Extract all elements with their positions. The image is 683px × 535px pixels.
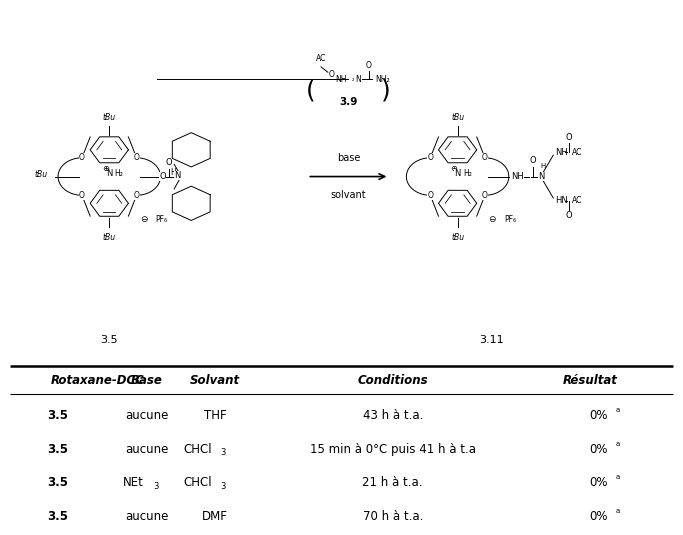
Text: N: N [174,171,181,180]
Text: O: O [79,154,85,162]
Text: 3: 3 [221,448,226,457]
Text: Conditions: Conditions [357,374,428,387]
Text: 3.5: 3.5 [48,409,68,422]
Text: ⊕: ⊕ [451,164,458,173]
Text: CHCl: CHCl [183,476,212,490]
Text: H: H [540,163,546,169]
Text: 0%: 0% [589,476,608,490]
Text: O: O [79,191,85,200]
Text: HN: HN [555,196,568,205]
Text: O: O [482,154,488,162]
Text: PF₆: PF₆ [156,215,168,224]
Text: 3.9: 3.9 [339,97,357,106]
Text: NH: NH [511,172,524,181]
Text: O: O [159,172,166,181]
Text: aucune: aucune [125,409,169,422]
Text: NH: NH [555,148,568,157]
Text: N: N [356,75,361,83]
Text: PF₆: PF₆ [504,215,516,224]
Text: Rotaxane-DCC: Rotaxane-DCC [51,374,145,387]
Text: a: a [615,441,619,447]
Text: 3: 3 [153,482,158,491]
Text: 0%: 0% [589,510,608,523]
Text: aucune: aucune [125,510,169,523]
Text: 3: 3 [221,482,226,491]
Text: O: O [329,71,334,79]
Text: aucune: aucune [125,442,169,456]
Text: THF: THF [204,409,227,422]
Text: solvant: solvant [331,190,366,200]
Text: H: H [170,168,176,177]
Text: base: base [337,153,360,163]
Text: 70 h à t.a.: 70 h à t.a. [363,510,423,523]
Text: 15 min à 0°C puis 41 h à t.a: 15 min à 0°C puis 41 h à t.a [309,442,476,456]
Text: Solvant: Solvant [190,374,240,387]
Text: N: N [538,172,545,181]
Text: O: O [428,154,433,162]
Text: 0%: 0% [589,409,608,422]
Text: tBu: tBu [451,113,464,122]
Text: tBu: tBu [35,171,48,179]
Text: O: O [529,156,536,165]
Text: NH₂: NH₂ [376,75,390,83]
Text: O: O [134,191,139,200]
Text: NEt: NEt [122,476,143,490]
Text: AC: AC [316,55,326,63]
Text: 3.5: 3.5 [48,476,68,490]
Text: tBu: tBu [451,233,464,242]
Text: ⊖: ⊖ [488,215,495,224]
Text: 0%: 0% [589,442,608,456]
Text: O: O [482,191,488,200]
Text: tBu: tBu [102,113,116,122]
Text: 3.5: 3.5 [100,335,118,345]
Text: ⊖: ⊖ [140,215,147,224]
Text: Base: Base [131,374,163,387]
Text: N: N [106,170,113,178]
Text: O: O [566,211,572,220]
Text: O: O [566,133,572,142]
Text: O: O [165,158,172,167]
Text: tBu: tBu [102,233,116,242]
Text: NH: NH [336,75,347,83]
Text: 3.5: 3.5 [48,510,68,523]
Text: 3.5: 3.5 [48,442,68,456]
Text: DMF: DMF [202,510,228,523]
Text: a: a [615,475,619,480]
Text: ): ) [381,79,391,103]
Text: O: O [134,154,139,162]
Text: (: ( [306,79,316,103]
Text: a: a [615,508,619,514]
Text: Résultat: Résultat [563,374,618,387]
Text: O: O [366,60,372,70]
Text: AC: AC [572,196,583,205]
Text: 21 h à t.a.: 21 h à t.a. [363,476,423,490]
Text: O: O [428,191,433,200]
Text: 3.11: 3.11 [479,335,504,345]
Text: N: N [454,170,461,178]
Text: H₂: H₂ [463,170,472,178]
Text: 43 h à t.a.: 43 h à t.a. [363,409,423,422]
Text: a: a [615,407,619,413]
Text: H₂: H₂ [115,170,124,178]
Text: ₂: ₂ [352,77,354,82]
Text: ⊕: ⊕ [102,164,109,173]
Text: AC: AC [572,148,583,157]
Text: CHCl: CHCl [183,442,212,456]
